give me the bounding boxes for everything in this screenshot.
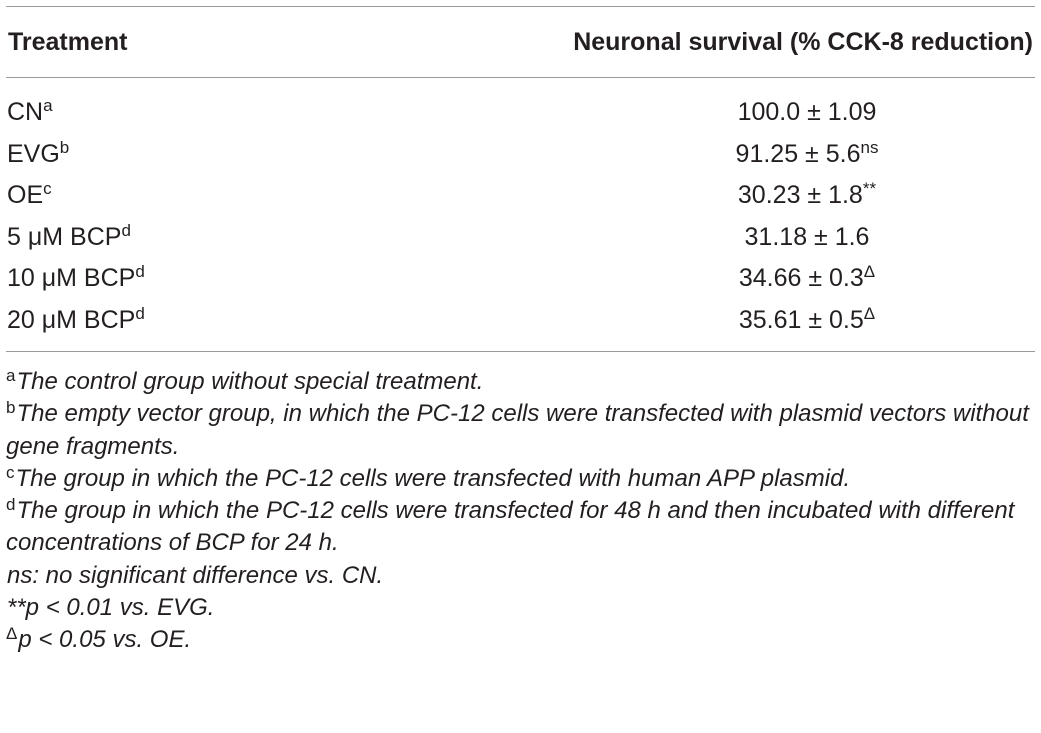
treatment-label: 5 μM BCP bbox=[7, 222, 122, 251]
footnote-mark: c bbox=[6, 462, 15, 482]
treatment-cell: EVGb bbox=[6, 137, 527, 169]
table-row: CNa 100.0 ± 1.09 bbox=[6, 92, 1035, 134]
survival-value: 30.23 ± 1.8 bbox=[737, 181, 863, 210]
footnote-text: The group in which the PC-12 cells were … bbox=[6, 497, 1015, 557]
treatment-label: CN bbox=[7, 98, 44, 127]
footnote-text: The group in which the PC-12 cells were … bbox=[15, 464, 851, 492]
survival-cell: 35.61 ± 0.5Δ bbox=[527, 303, 1035, 335]
survival-cell: 100.0 ± 1.09 bbox=[527, 98, 1035, 127]
footnote: bThe empty vector group, in which the PC… bbox=[6, 398, 1035, 463]
table-body: CNa 100.0 ± 1.09 EVGb 91.25 ± 5.6ns OEc … bbox=[6, 78, 1035, 351]
table-footnotes: aThe control group without special treat… bbox=[6, 352, 1035, 657]
significance-mark: ** bbox=[862, 179, 877, 199]
table-row: OEc 30.23 ± 1.8** bbox=[6, 175, 1035, 217]
treatment-cell: 20 μM BCPd bbox=[6, 303, 527, 335]
treatment-footnote-mark: d bbox=[135, 303, 145, 323]
footnote: **p < 0.01 vs. EVG. bbox=[6, 592, 1035, 624]
header-survival: Neuronal survival (% CCK-8 reduction) bbox=[573, 27, 1033, 56]
treatment-footnote-mark: b bbox=[59, 137, 70, 157]
top-rule bbox=[6, 6, 1035, 7]
results-table: Treatment Neuronal survival (% CCK-8 red… bbox=[6, 6, 1035, 657]
table-row: EVGb 91.25 ± 5.6ns bbox=[6, 134, 1035, 176]
treatment-cell: OEc bbox=[6, 179, 527, 210]
footnote-mark: a bbox=[6, 366, 16, 385]
treatment-footnote-mark: d bbox=[121, 220, 131, 240]
treatment-footnote-mark: c bbox=[43, 179, 52, 199]
bottom-rule bbox=[6, 351, 1035, 352]
treatment-cell: CNa bbox=[6, 96, 527, 127]
treatment-label: EVG bbox=[7, 139, 60, 168]
footnote: dThe group in which the PC-12 cells were… bbox=[6, 495, 1035, 560]
survival-cell: 31.18 ± 1.6 bbox=[527, 223, 1035, 252]
footnote: cThe group in which the PC-12 cells were… bbox=[6, 463, 1035, 495]
survival-cell: 34.66 ± 0.3Δ bbox=[527, 262, 1035, 293]
header-treatment: Treatment bbox=[8, 27, 128, 56]
header-rule bbox=[6, 77, 1035, 78]
significance-mark: Δ bbox=[863, 303, 876, 323]
survival-value: 31.18 ± 1.6 bbox=[744, 222, 870, 251]
significance-mark: Δ bbox=[863, 262, 876, 282]
footnote-mark: Δ bbox=[6, 624, 18, 644]
footnote-text: The empty vector group, in which the PC-… bbox=[6, 400, 1029, 460]
survival-value: 91.25 ± 5.6 bbox=[735, 139, 861, 168]
treatment-label: 10 μM BCP bbox=[7, 264, 136, 293]
survival-value: 34.66 ± 0.3 bbox=[738, 264, 864, 293]
survival-cell: 91.25 ± 5.6ns bbox=[527, 137, 1035, 169]
footnote-mark: d bbox=[6, 495, 16, 515]
footnote-text: The control group without special treatm… bbox=[16, 368, 484, 395]
footnote: Δp < 0.05 vs. OE. bbox=[6, 624, 1035, 656]
treatment-footnote-mark: d bbox=[135, 262, 145, 282]
footnote-mark: b bbox=[6, 398, 16, 418]
table-row: 10 μM BCPd 34.66 ± 0.3Δ bbox=[6, 258, 1035, 300]
treatment-footnote-mark: a bbox=[43, 96, 53, 116]
table-row: 5 μM BCPd 31.18 ± 1.6 bbox=[6, 217, 1035, 259]
survival-value: 100.0 ± 1.09 bbox=[737, 98, 877, 127]
treatment-cell: 10 μM BCPd bbox=[6, 262, 527, 293]
table-header: Treatment Neuronal survival (% CCK-8 red… bbox=[6, 7, 1035, 77]
significance-mark: ns bbox=[860, 137, 879, 157]
table-row: 20 μM BCPd 35.61 ± 0.5Δ bbox=[6, 300, 1035, 342]
survival-value: 35.61 ± 0.5 bbox=[738, 305, 864, 334]
treatment-label: 20 μM BCP bbox=[7, 305, 136, 334]
footnote-text: **p < 0.01 vs. EVG. bbox=[7, 594, 215, 622]
treatment-cell: 5 μM BCPd bbox=[6, 220, 527, 252]
footnote-text: ns: no significant difference vs. CN. bbox=[7, 561, 384, 589]
survival-cell: 30.23 ± 1.8** bbox=[527, 179, 1035, 210]
footnote: ns: no significant difference vs. CN. bbox=[6, 560, 1035, 592]
footnote: aThe control group without special treat… bbox=[6, 366, 1035, 398]
footnote-text: p < 0.05 vs. OE. bbox=[18, 626, 192, 654]
treatment-label: OE bbox=[7, 181, 44, 210]
